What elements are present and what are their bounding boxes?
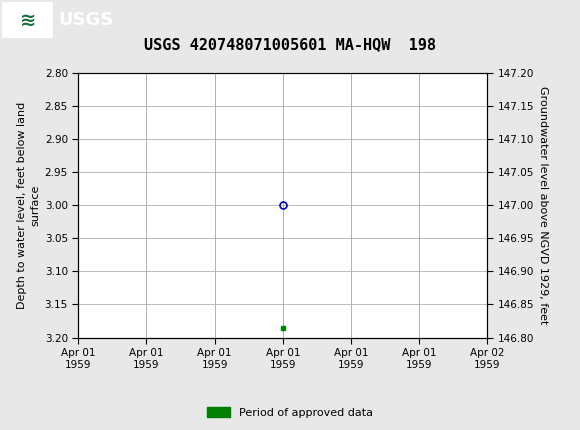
Text: ≋: ≋: [20, 10, 36, 30]
Bar: [3, 3, 52, 37]
Legend: Period of approved data: Period of approved data: [203, 403, 377, 422]
Y-axis label: Groundwater level above NGVD 1929, feet: Groundwater level above NGVD 1929, feet: [538, 86, 548, 325]
Text: USGS: USGS: [58, 11, 113, 29]
Text: USGS 420748071005601 MA-HQW  198: USGS 420748071005601 MA-HQW 198: [144, 37, 436, 52]
Y-axis label: Depth to water level, feet below land
surface: Depth to water level, feet below land su…: [17, 102, 41, 309]
